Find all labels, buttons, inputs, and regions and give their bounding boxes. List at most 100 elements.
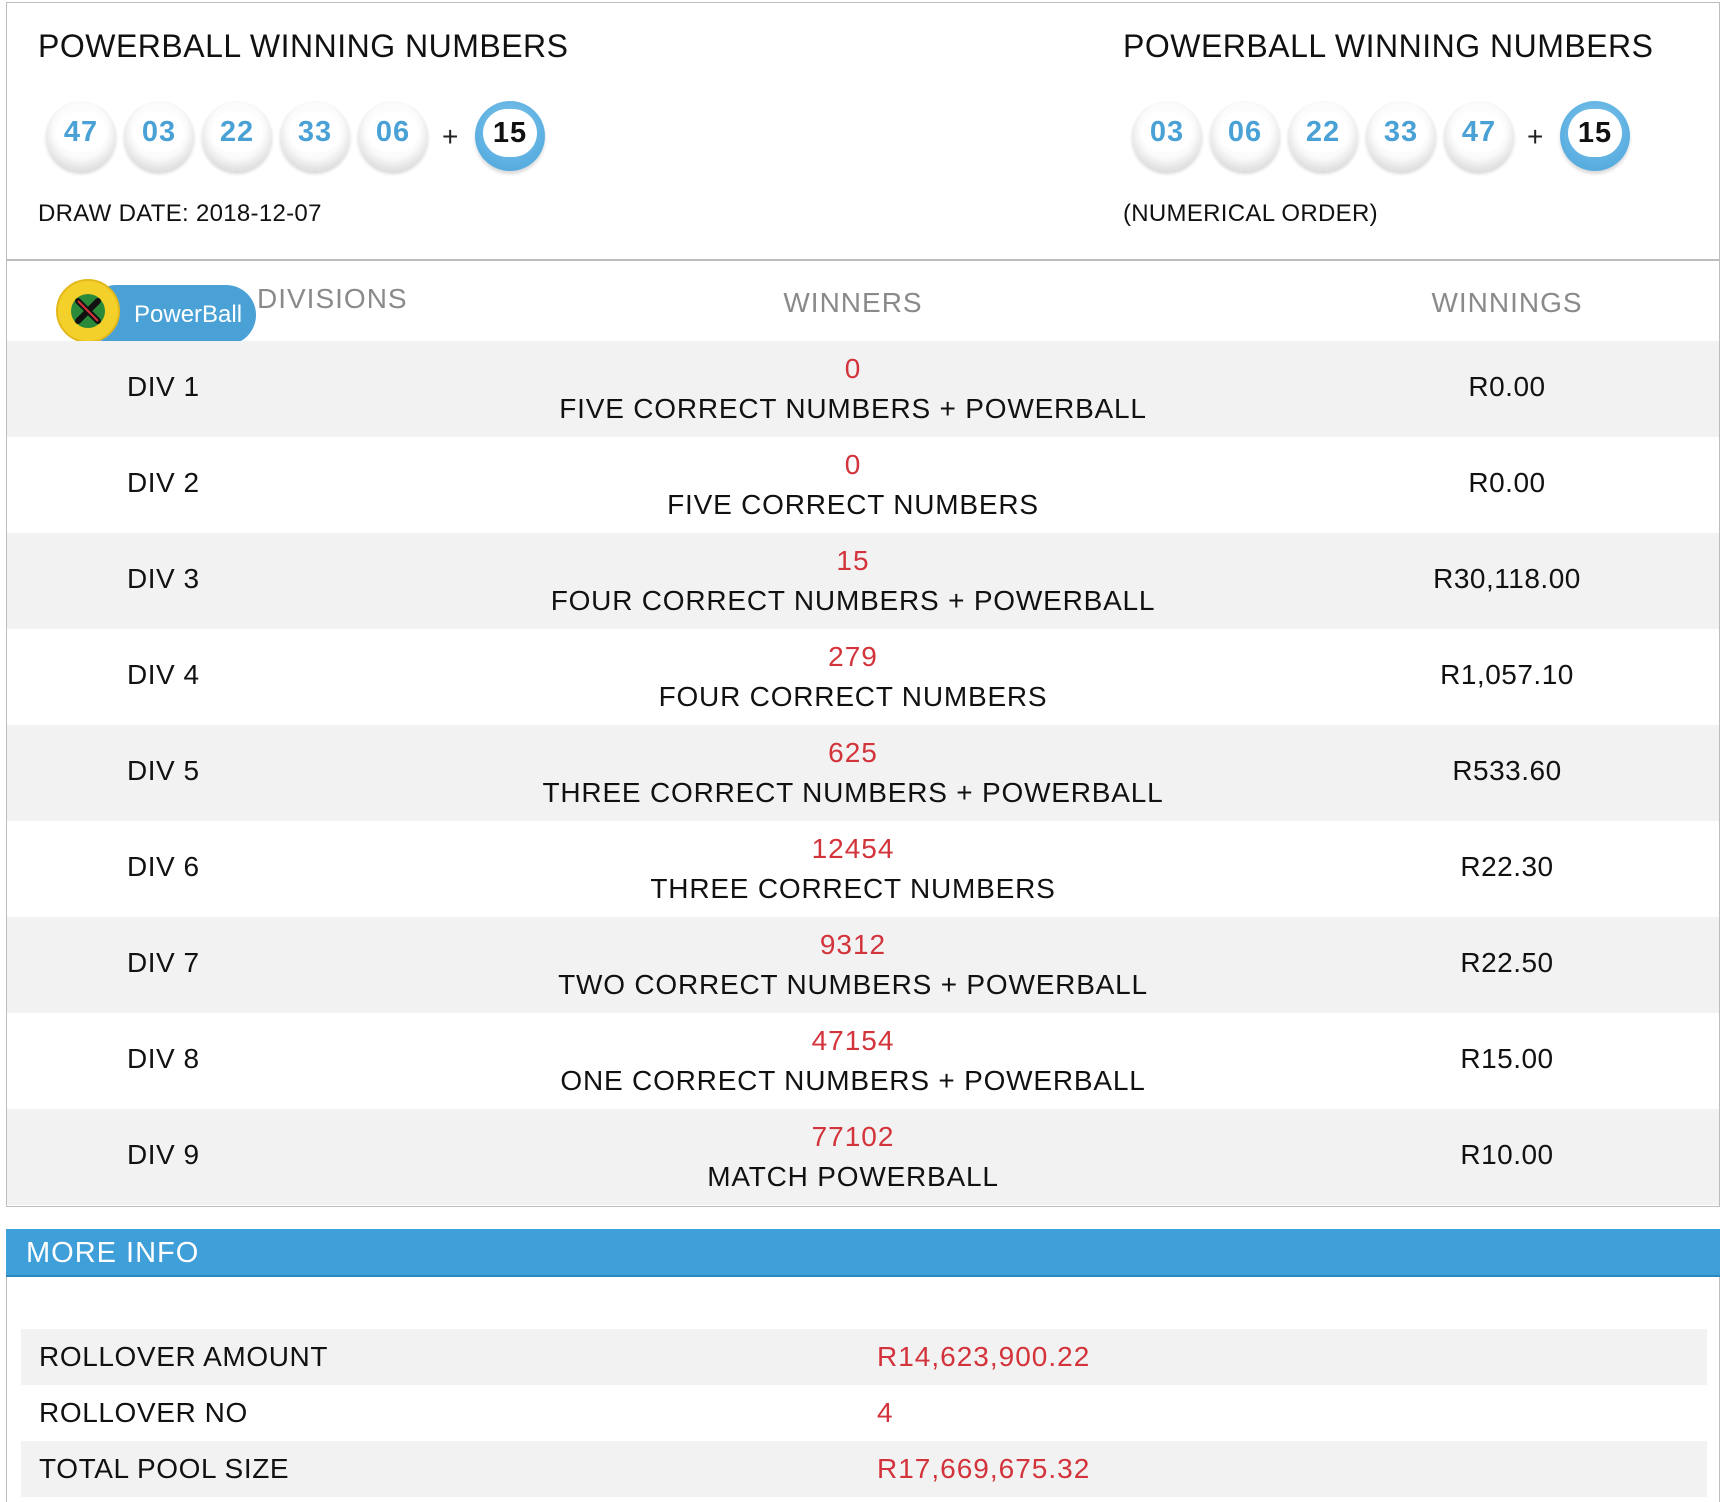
info-value: 4 bbox=[877, 1397, 894, 1428]
winnings-amount: R0.00 bbox=[1468, 371, 1546, 402]
winners-cell: 9312 TWO CORRECT NUMBERS + POWERBALL bbox=[0, 925, 1709, 1005]
info-label: ROLLOVER NO bbox=[39, 1397, 248, 1428]
header-divisions: DIVISIONS bbox=[257, 283, 408, 314]
winning-numbers-title: POWERBALL WINNING NUMBERS bbox=[38, 28, 569, 64]
ball-number: 03 bbox=[133, 112, 185, 152]
winners-cell: 47154 ONE CORRECT NUMBERS + POWERBALL bbox=[0, 1021, 1709, 1101]
division-description: FOUR CORRECT NUMBERS bbox=[658, 681, 1048, 712]
info-row: ROLLOVER AMOUNT R14,623,900.22 bbox=[21, 1329, 1707, 1385]
division-description: MATCH POWERBALL bbox=[707, 1161, 999, 1192]
division-description: FIVE CORRECT NUMBERS bbox=[667, 489, 1039, 520]
winners-cell: 279 FOUR CORRECT NUMBERS bbox=[0, 637, 1709, 717]
ball-number: 03 bbox=[1141, 112, 1193, 152]
division-label: DIV 3 bbox=[127, 563, 200, 594]
winners-count: 15 bbox=[836, 545, 870, 576]
winners-count: 279 bbox=[828, 641, 878, 672]
division-label: DIV 2 bbox=[127, 467, 200, 498]
powerball-number: 15 bbox=[483, 109, 537, 157]
winners-count: 0 bbox=[844, 449, 862, 480]
table-row: DIV 1 0 FIVE CORRECT NUMBERS + POWERBALL… bbox=[7, 341, 1719, 437]
ball-number: 33 bbox=[289, 112, 341, 152]
number-ball: 22 bbox=[1288, 101, 1358, 171]
winnings-amount: R22.50 bbox=[1460, 947, 1554, 978]
division-label: DIV 8 bbox=[127, 1043, 200, 1074]
header-winnings: WINNINGS bbox=[1431, 287, 1583, 318]
winnings-amount: R30,118.00 bbox=[1433, 563, 1581, 594]
number-ball: 22 bbox=[202, 101, 272, 171]
winners-cell: 12454 THREE CORRECT NUMBERS bbox=[0, 829, 1709, 909]
info-row: ROLLOVER NO 4 bbox=[21, 1385, 1707, 1441]
winnings-amount: R15.00 bbox=[1460, 1043, 1554, 1074]
table-row: DIV 4 279 FOUR CORRECT NUMBERS R1,057.10 bbox=[7, 629, 1719, 725]
more-info-header: MORE INFO bbox=[6, 1229, 1720, 1277]
table-row: DIV 9 77102 MATCH POWERBALL R10.00 bbox=[7, 1109, 1719, 1205]
table-row: DIV 6 12454 THREE CORRECT NUMBERS R22.30 bbox=[7, 821, 1719, 917]
plus-sign: + bbox=[1527, 121, 1544, 152]
division-description: THREE CORRECT NUMBERS + POWERBALL bbox=[542, 777, 1164, 808]
division-description: TWO CORRECT NUMBERS + POWERBALL bbox=[558, 969, 1148, 1000]
division-description: FIVE CORRECT NUMBERS + POWERBALL bbox=[559, 393, 1147, 424]
national-lottery-seal-icon bbox=[56, 279, 120, 343]
ball-number: 22 bbox=[211, 112, 263, 152]
number-ball: 03 bbox=[124, 101, 194, 171]
winners-cell: 625 THREE CORRECT NUMBERS + POWERBALL bbox=[0, 733, 1709, 813]
division-label: DIV 6 bbox=[127, 851, 200, 882]
plus-sign: + bbox=[442, 121, 459, 152]
winning-numbers-title: POWERBALL WINNING NUMBERS bbox=[1123, 28, 1654, 64]
numerical-order-label: (NUMERICAL ORDER) bbox=[1123, 200, 1378, 227]
winners-cell: 77102 MATCH POWERBALL bbox=[0, 1117, 1709, 1197]
number-ball: 33 bbox=[280, 101, 350, 171]
winners-cell: 0 FIVE CORRECT NUMBERS bbox=[0, 445, 1709, 525]
division-label: DIV 7 bbox=[127, 947, 200, 978]
winners-cell: 15 FOUR CORRECT NUMBERS + POWERBALL bbox=[0, 541, 1709, 621]
divisions-table: PowerBall DIVISIONS WINNERS WINNINGS DIV… bbox=[6, 261, 1720, 1207]
table-row: DIV 2 0 FIVE CORRECT NUMBERS R0.00 bbox=[7, 437, 1719, 533]
winners-count: 47154 bbox=[811, 1025, 895, 1056]
powerball-logo: PowerBall bbox=[56, 273, 256, 345]
division-label: DIV 1 bbox=[127, 371, 200, 402]
number-ball: 33 bbox=[1366, 101, 1436, 171]
more-info-panel: ROLLOVER AMOUNT R14,623,900.22 ROLLOVER … bbox=[6, 1277, 1720, 1502]
ball-number: 06 bbox=[1219, 112, 1271, 152]
winners-count: 77102 bbox=[811, 1121, 895, 1152]
winnings-amount: R0.00 bbox=[1468, 467, 1546, 498]
ball-number: 47 bbox=[1453, 112, 1505, 152]
number-ball: 47 bbox=[1444, 101, 1514, 171]
winning-numbers-panel: POWERBALL WINNING NUMBERS 47 03 22 33 06… bbox=[6, 2, 1720, 261]
winnings-amount: R10.00 bbox=[1460, 1139, 1554, 1170]
table-row: DIV 5 625 THREE CORRECT NUMBERS + POWERB… bbox=[7, 725, 1719, 821]
winners-count: 625 bbox=[828, 737, 878, 768]
info-label: ROLLOVER AMOUNT bbox=[39, 1341, 329, 1372]
number-ball: 06 bbox=[1210, 101, 1280, 171]
winnings-amount: R533.60 bbox=[1452, 755, 1562, 786]
division-description: ONE CORRECT NUMBERS + POWERBALL bbox=[560, 1065, 1146, 1096]
powerball-number: 15 bbox=[1568, 109, 1622, 157]
draw-date: DRAW DATE: 2018-12-07 bbox=[38, 200, 322, 227]
winnings-amount: R22.30 bbox=[1460, 851, 1554, 882]
number-ball: 06 bbox=[358, 101, 428, 171]
table-header: PowerBall DIVISIONS WINNERS WINNINGS bbox=[7, 261, 1719, 345]
lottery-x-icon bbox=[71, 294, 105, 328]
winners-cell: 0 FIVE CORRECT NUMBERS + POWERBALL bbox=[0, 349, 1709, 429]
winners-count: 0 bbox=[844, 353, 862, 384]
number-ball: 03 bbox=[1132, 101, 1202, 171]
number-ball: 47 bbox=[46, 101, 116, 171]
winnings-amount: R1,057.10 bbox=[1440, 659, 1574, 690]
ball-number: 22 bbox=[1297, 112, 1349, 152]
division-description: THREE CORRECT NUMBERS bbox=[650, 873, 1056, 904]
ball-number: 33 bbox=[1375, 112, 1427, 152]
info-value: R17,669,675.32 bbox=[877, 1453, 1091, 1484]
info-value: R14,623,900.22 bbox=[877, 1341, 1091, 1372]
ball-number: 06 bbox=[367, 112, 419, 152]
division-label: DIV 4 bbox=[127, 659, 200, 690]
division-label: DIV 9 bbox=[127, 1139, 200, 1170]
header-winners: WINNERS bbox=[783, 287, 923, 318]
division-description: FOUR CORRECT NUMBERS + POWERBALL bbox=[550, 585, 1156, 616]
table-row: DIV 3 15 FOUR CORRECT NUMBERS + POWERBAL… bbox=[7, 533, 1719, 629]
info-row: TOTAL POOL SIZE R17,669,675.32 bbox=[21, 1441, 1707, 1497]
powerball-ball: 15 bbox=[475, 101, 545, 171]
winners-count: 9312 bbox=[819, 929, 887, 960]
powerball-ball: 15 bbox=[1560, 101, 1630, 171]
ball-number: 47 bbox=[55, 112, 107, 152]
table-row: DIV 8 47154 ONE CORRECT NUMBERS + POWERB… bbox=[7, 1013, 1719, 1109]
